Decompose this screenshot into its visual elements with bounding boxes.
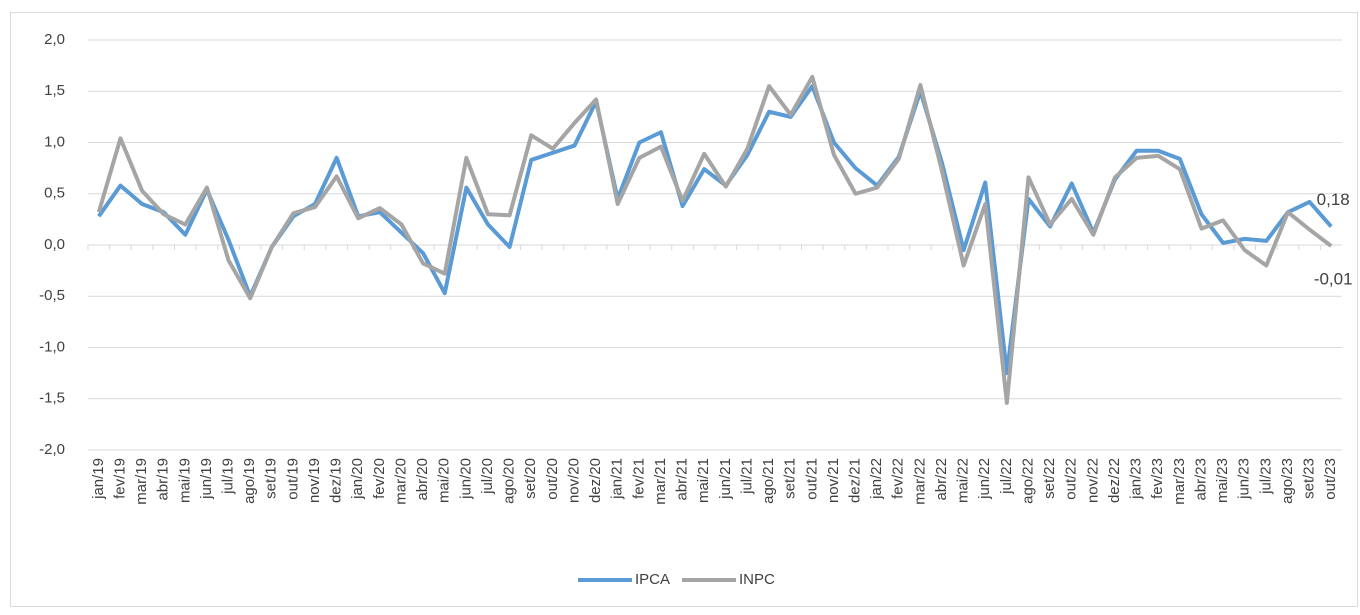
- x-tick-label: mai/23: [1214, 458, 1231, 503]
- x-tick-label: jul/19: [220, 458, 237, 495]
- x-tick-label: ago/22: [1019, 458, 1036, 504]
- chart-border: [10, 12, 1358, 607]
- data-label: -0,01: [1314, 270, 1353, 289]
- x-tick-label: nov/22: [1084, 458, 1101, 503]
- x-tick-label: out/22: [1063, 458, 1080, 500]
- x-tick-label: out/19: [284, 458, 301, 500]
- x-tick-label: ago/20: [501, 458, 518, 504]
- x-tick-label: jul/23: [1257, 458, 1274, 495]
- x-tick-label: dez/21: [847, 458, 864, 503]
- x-tick-label: jan/22: [868, 458, 885, 500]
- x-tick-label: mai/21: [695, 458, 712, 503]
- x-tick-label: jun/23: [1236, 458, 1253, 500]
- y-tick-label: -1,0: [39, 338, 65, 355]
- x-tick-label: jan/20: [349, 458, 366, 500]
- x-tick-label: abr/19: [155, 458, 172, 501]
- x-tick-label: out/21: [803, 458, 820, 500]
- y-tick-label: -0,5: [39, 287, 65, 304]
- x-tick-label: set/21: [782, 458, 799, 499]
- x-tick-label: ago/21: [760, 458, 777, 504]
- y-tick-label: 1,0: [44, 133, 65, 150]
- x-tick-label: mar/21: [652, 458, 669, 505]
- x-tick-label: ago/23: [1279, 458, 1296, 504]
- y-tick-label: 0,0: [44, 236, 65, 253]
- x-tick-label: mai/19: [176, 458, 193, 503]
- x-tick-label: jul/21: [738, 458, 755, 495]
- x-tick-label: jul/20: [479, 458, 496, 495]
- x-tick-label: jun/20: [457, 458, 474, 500]
- line: [96, 74, 1333, 405]
- x-tick-label: fev/23: [1149, 458, 1166, 499]
- x-tick-label: set/20: [522, 458, 539, 499]
- x-tick-label: jun/19: [198, 458, 215, 500]
- x-tick-label: abr/23: [1192, 458, 1209, 501]
- x-tick-label: ago/19: [241, 458, 258, 504]
- x-tick-label: nov/19: [306, 458, 323, 503]
- x-tick-label: jan/19: [90, 458, 107, 500]
- x-tick-label: mar/22: [911, 458, 928, 505]
- x-tick-label: nov/21: [825, 458, 842, 503]
- x-tick-label: set/22: [1041, 458, 1058, 499]
- x-tick-label: mai/20: [436, 458, 453, 503]
- x-tick-label: mar/20: [392, 458, 409, 505]
- x-tick-label: jun/22: [976, 458, 993, 500]
- x-tick-label: abr/20: [414, 458, 431, 501]
- x-tick-label: abr/21: [674, 458, 691, 501]
- x-tick-label: set/19: [263, 458, 280, 499]
- x-tick-label: fev/19: [111, 458, 128, 499]
- x-tick-label: fev/20: [371, 458, 388, 499]
- x-tick-label: jun/21: [717, 458, 734, 500]
- x-tick-label: out/20: [544, 458, 561, 500]
- x-tick-label: out/23: [1322, 458, 1339, 500]
- x-tick-label: nov/20: [565, 458, 582, 503]
- legend-label: IPCA: [635, 571, 670, 588]
- x-tick-label: mar/23: [1171, 458, 1188, 505]
- y-tick-label: 1,5: [44, 82, 65, 99]
- x-tick-label: jul/22: [998, 458, 1015, 495]
- x-tick-label: dez/19: [328, 458, 345, 503]
- y-tick-label: 2,0: [44, 31, 65, 48]
- x-tick-label: jan/21: [609, 458, 626, 500]
- x-tick-label: fev/22: [890, 458, 907, 499]
- data-label: 0,18: [1317, 190, 1350, 209]
- x-tick-label: abr/22: [933, 458, 950, 501]
- x-tick-label: dez/22: [1106, 458, 1123, 503]
- legend-label: INPC: [739, 571, 775, 588]
- x-tick-label: mar/19: [133, 458, 150, 505]
- y-tick-label: -2,0: [39, 441, 65, 458]
- x-tick-label: mai/22: [955, 458, 972, 503]
- x-tick-label: set/23: [1301, 458, 1318, 499]
- y-tick-label: -1,5: [39, 390, 65, 407]
- x-tick-label: dez/20: [587, 458, 604, 503]
- x-tick-label: jan/23: [1128, 458, 1145, 500]
- x-tick-label: fev/21: [630, 458, 647, 499]
- y-tick-label: 0,5: [44, 185, 65, 202]
